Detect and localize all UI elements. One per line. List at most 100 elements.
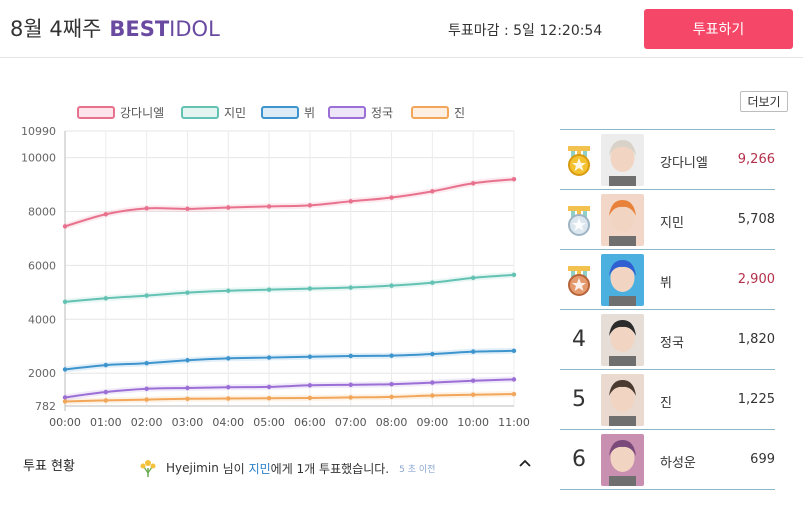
data-point bbox=[307, 286, 313, 291]
avatar[interactable] bbox=[601, 314, 644, 366]
ranking-score: 699 bbox=[750, 452, 775, 467]
ranking-name: 강다니엘 bbox=[660, 156, 708, 171]
data-point bbox=[389, 382, 394, 387]
data-point bbox=[226, 205, 231, 210]
avatar[interactable] bbox=[601, 374, 644, 426]
data-point bbox=[103, 362, 109, 368]
data-point bbox=[511, 177, 517, 182]
data-point bbox=[226, 384, 231, 390]
medal-icon bbox=[560, 250, 598, 309]
data-point bbox=[389, 353, 394, 358]
data-point bbox=[307, 383, 313, 388]
data-point bbox=[470, 392, 476, 397]
ranking-row[interactable]: 강다니엘 9,266 bbox=[560, 130, 775, 190]
x-tick-label: 09:00 bbox=[417, 416, 449, 429]
more-button[interactable]: 더보기 bbox=[740, 91, 788, 112]
data-point bbox=[470, 275, 476, 281]
data-point bbox=[144, 293, 149, 298]
chevron-up-icon[interactable] bbox=[517, 456, 533, 470]
y-tick-label: 2000 bbox=[28, 367, 56, 380]
legend-label: 지민 bbox=[224, 106, 246, 120]
series-line bbox=[64, 378, 515, 399]
data-point bbox=[185, 290, 190, 295]
legend-swatch bbox=[261, 106, 299, 119]
avatar[interactable] bbox=[601, 254, 644, 306]
ranking-name: 진 bbox=[660, 396, 672, 411]
series-line bbox=[64, 178, 515, 228]
vote-status-label: 투표 현황 bbox=[23, 459, 75, 474]
ranking-name: 정국 bbox=[660, 336, 684, 351]
x-tick-label: 08:00 bbox=[376, 416, 408, 429]
data-point bbox=[389, 283, 394, 288]
vote-button[interactable]: 투표하기 bbox=[644, 9, 793, 49]
ranking-score: 9,266 bbox=[737, 152, 775, 167]
ranking-score: 2,900 bbox=[737, 272, 775, 287]
ranking-name: 뷔 bbox=[660, 276, 672, 291]
data-point bbox=[307, 395, 313, 401]
portrait-image bbox=[601, 314, 644, 366]
legend-item[interactable]: 진 bbox=[411, 106, 465, 120]
legend-item[interactable]: 뷔 bbox=[261, 106, 315, 120]
rank-number: 4 bbox=[572, 327, 586, 352]
brand-rest: IDOL bbox=[169, 17, 220, 41]
legend-swatch bbox=[181, 106, 219, 119]
ranking-row[interactable]: 지민 5,708 bbox=[560, 190, 775, 250]
data-point bbox=[430, 380, 435, 385]
activity-particle: 님이 bbox=[222, 461, 245, 476]
legend-item[interactable]: 정국 bbox=[328, 106, 393, 120]
ranking-score: 1,820 bbox=[737, 332, 775, 347]
vote-activity: Hyejimin 님이 지민 에게 1개 투표했습니다. 5 초 이전 bbox=[140, 459, 435, 477]
page-title: 8월 4째주 BESTIDOL bbox=[10, 13, 220, 43]
activity-message: 에게 1개 투표했습니다. bbox=[270, 461, 390, 476]
avatar[interactable] bbox=[601, 434, 644, 486]
data-point bbox=[348, 285, 353, 290]
data-point bbox=[103, 398, 109, 403]
x-tick-label: 01:00 bbox=[90, 416, 122, 429]
x-tick-label: 00:00 bbox=[49, 416, 81, 429]
avatar[interactable] bbox=[601, 134, 644, 186]
data-point bbox=[511, 391, 517, 397]
legend-swatch bbox=[328, 106, 366, 119]
y-tick-label: 10000 bbox=[21, 152, 56, 165]
data-point bbox=[389, 195, 394, 200]
ranking-row[interactable]: 6 하성운 699 bbox=[560, 430, 775, 490]
rank-number: 5 bbox=[572, 387, 586, 412]
legend-label: 뷔 bbox=[304, 106, 315, 120]
rank-number: 6 bbox=[572, 447, 586, 472]
data-point bbox=[144, 206, 149, 211]
ranking-list: 강다니엘 9,266 지민 5,708 뷔 2,900 4 bbox=[560, 129, 775, 490]
medal-gold-icon bbox=[568, 145, 590, 176]
data-point bbox=[511, 377, 517, 382]
data-point bbox=[266, 204, 272, 209]
activity-target[interactable]: 지민 bbox=[248, 461, 271, 476]
series-glow bbox=[64, 176, 515, 230]
avatar[interactable] bbox=[601, 194, 644, 246]
data-point bbox=[348, 199, 353, 204]
ranking-row[interactable]: 5 진 1,225 bbox=[560, 370, 775, 430]
medal-icon bbox=[560, 190, 598, 249]
legend-item[interactable]: 강다니엘 bbox=[77, 106, 164, 120]
title-week: 8월 4째주 bbox=[10, 17, 102, 41]
data-point bbox=[348, 382, 353, 387]
data-point bbox=[511, 348, 517, 354]
data-point bbox=[144, 361, 149, 366]
activity-time: 5 초 이전 bbox=[399, 464, 436, 475]
data-point bbox=[62, 367, 68, 372]
portrait-image bbox=[601, 194, 644, 246]
data-point bbox=[348, 353, 353, 359]
activity-user: Hyejimin bbox=[166, 461, 219, 475]
legend-swatch bbox=[411, 106, 449, 119]
medal-bronze-icon bbox=[568, 265, 590, 296]
data-point bbox=[266, 287, 272, 292]
y-tick-label: 782 bbox=[35, 400, 56, 413]
ranking-row[interactable]: 4 정국 1,820 bbox=[560, 310, 775, 370]
flower-icon bbox=[140, 460, 156, 477]
data-point bbox=[62, 224, 68, 229]
data-point bbox=[144, 386, 149, 392]
legend-item[interactable]: 지민 bbox=[181, 106, 246, 120]
ranking-score: 1,225 bbox=[737, 392, 775, 407]
portrait-image bbox=[601, 254, 644, 306]
ranking-row[interactable]: 뷔 2,900 bbox=[560, 250, 775, 310]
data-point bbox=[430, 189, 435, 194]
portrait-image bbox=[601, 434, 644, 486]
